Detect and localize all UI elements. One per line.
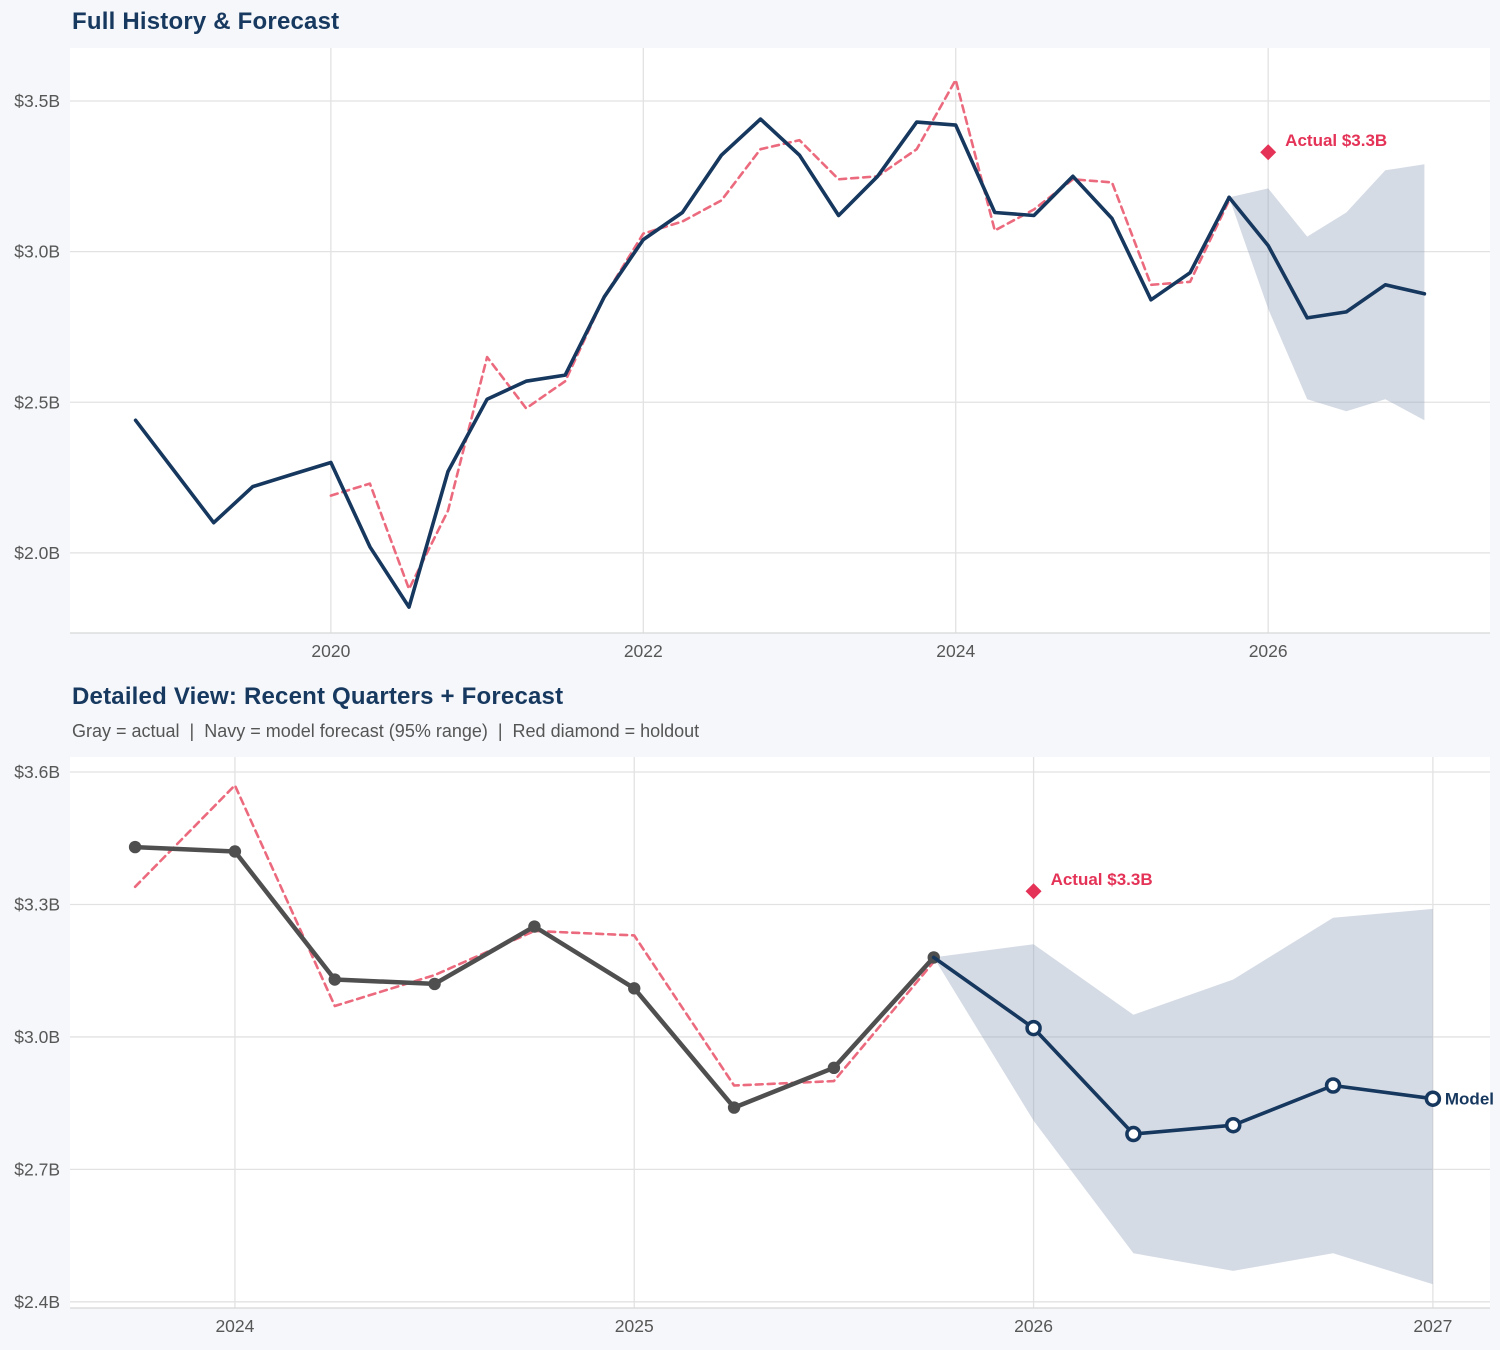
detailed-view-x-tick-label: 2027	[1413, 1316, 1452, 1336]
full-history-holdout-diamond	[1260, 144, 1277, 161]
detailed-view-actual-history-point	[128, 840, 142, 854]
full-history-model-forecast-line	[1227, 195, 1427, 320]
detailed-view-actual-history-point	[727, 1101, 741, 1114]
full-history-x-tick-label: 2024	[936, 641, 975, 661]
detailed-view-actual-history-point	[228, 845, 242, 858]
detailed-view-actual-history-point	[827, 1061, 841, 1075]
full-history-y-tick-label: $2.5B	[14, 392, 60, 412]
detailed-view-holdout-label: Actual $3.3B	[1051, 870, 1153, 889]
detailed-view-model-forecast-point	[1125, 1125, 1142, 1143]
full-history-holdout-label: Actual $3.3B	[1285, 131, 1387, 150]
full-history-y-tick-label: $3.0B	[14, 242, 60, 262]
bottom-chart-title: Detailed View: Recent Quarters + Forecas…	[72, 683, 564, 710]
detailed-view-x-tick-label: 2025	[615, 1316, 654, 1336]
detailed-view-model-forecast-point	[1224, 1116, 1242, 1134]
detailed-view-x-tick-label: 2026	[1014, 1316, 1053, 1336]
bottom-chart-legend-subtitle: Gray = actual | Navy = model forecast (9…	[72, 721, 700, 741]
detailed-view-holdout-diamond	[1025, 883, 1042, 900]
detailed-view-model-forecast-line	[931, 955, 1435, 1136]
detailed-view-confidence-band	[933, 908, 1433, 1285]
detailed-view-x-tick-label: 2024	[215, 1316, 254, 1336]
detailed-view-y-tick-label: $2.7B	[14, 1159, 60, 1179]
detailed-view-actual-history-point	[528, 920, 541, 933]
detailed-view-y-tick-label: $3.0B	[14, 1027, 60, 1047]
full-history-y-tick-label: $2.0B	[14, 543, 60, 563]
detailed-view-plot-area	[70, 757, 1490, 1308]
full-history-x-tick-label: 2022	[624, 641, 663, 661]
detailed-view-actual-history-point	[328, 973, 341, 986]
detailed-view-model-fitted-line	[133, 783, 936, 1087]
detailed-view-y-tick-label: $3.6B	[14, 762, 60, 782]
full-history-x-tick-label: 2020	[311, 641, 350, 661]
detailed-view-y-tick-label: $2.4B	[14, 1292, 60, 1312]
full-history-confidence-band	[1229, 164, 1425, 421]
detailed-view-model-forecast-point	[1324, 1077, 1342, 1094]
detailed-view-actual-history-point	[628, 982, 641, 995]
top-chart-title: Full History & Forecast	[72, 8, 340, 35]
full-history-model-fitted-line	[329, 78, 1231, 591]
detailed-view-actual-history-point	[428, 977, 441, 991]
full-history-actual-history-line	[133, 117, 1231, 609]
detailed-view-model-label: Model	[1445, 1090, 1494, 1109]
detailed-view-y-tick-label: $3.3B	[14, 894, 60, 914]
detailed-view-model-forecast-point	[1424, 1090, 1442, 1107]
full-history-x-tick-label: 2026	[1249, 641, 1288, 661]
full-history-y-tick-label: $3.5B	[14, 91, 60, 111]
detailed-view-model-forecast-point	[1025, 1019, 1042, 1037]
